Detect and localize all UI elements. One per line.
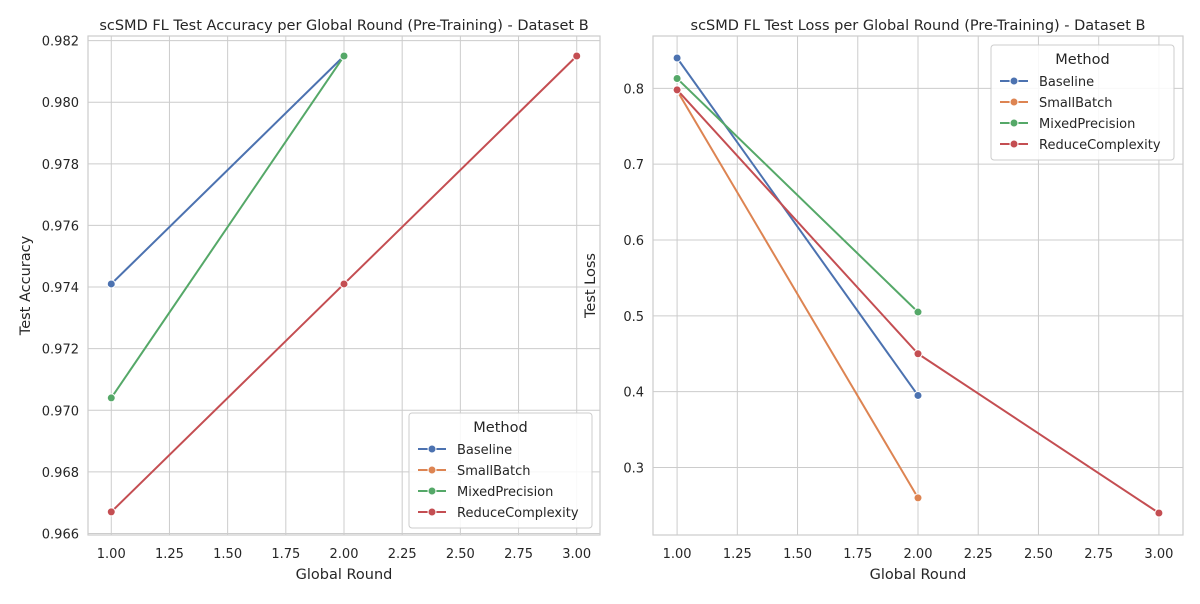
x-tick-label: 2.00 — [904, 547, 933, 562]
x-axis-label: Global Round — [296, 567, 393, 583]
data-point — [106, 393, 116, 403]
y-tick-label: 0.966 — [42, 527, 79, 542]
legend-label: Baseline — [1039, 75, 1094, 90]
x-tick-label: 1.25 — [723, 547, 752, 562]
y-tick-label: 0.976 — [42, 219, 79, 234]
x-tick-label: 2.25 — [964, 547, 993, 562]
legend-swatch-marker — [427, 507, 437, 517]
legend-label: MixedPrecision — [1039, 117, 1135, 132]
x-tick-label: 2.00 — [330, 547, 359, 562]
y-tick-label: 0.8 — [623, 82, 644, 97]
series-reducecomplexity — [106, 51, 582, 517]
chart-title: scSMD FL Test Accuracy per Global Round … — [99, 18, 588, 34]
legend-label: ReduceComplexity — [1039, 138, 1161, 153]
legend-label: ReduceComplexity — [457, 506, 579, 521]
legend-swatch-marker — [427, 486, 437, 496]
x-tick-label: 3.00 — [562, 547, 591, 562]
data-point — [913, 307, 923, 317]
legend-label: SmallBatch — [457, 464, 530, 479]
plot-frame — [87, 35, 601, 536]
accuracy-chart: 1.00 1.25 1.50 1.75 2.00 2.25 2.50 2.75 3.00 0.96… — [18, 18, 601, 583]
legend-title: Method — [1055, 52, 1109, 68]
y-tick-label: 0.972 — [42, 343, 79, 358]
y-tick-label: 0.6 — [623, 234, 644, 249]
data-point — [913, 493, 923, 503]
x-tick-label: 1.50 — [783, 547, 812, 562]
series-line — [676, 77, 919, 313]
legend-swatch-marker — [1009, 118, 1019, 128]
x-tick-label: 1.50 — [213, 547, 242, 562]
x-tick-label: 1.00 — [97, 547, 126, 562]
data-point — [339, 51, 349, 61]
data-point — [672, 73, 682, 83]
series-line — [110, 55, 345, 399]
legend-title: Method — [473, 420, 527, 436]
loss-chart: 1.00 1.25 1.50 1.75 2.00 2.25 2.50 2.75 3.00 0.3 0… — [583, 18, 1184, 583]
data-point — [106, 507, 116, 517]
y-tick-label: 0.982 — [42, 35, 79, 50]
data-point — [913, 390, 923, 400]
y-tick-label: 0.968 — [42, 466, 79, 481]
x-tick-label: 1.25 — [155, 547, 184, 562]
y-tick-label: 0.970 — [42, 404, 79, 419]
legend: Method Baseline SmallBatch MixedPrecision Re… — [408, 412, 593, 529]
data-point — [672, 53, 682, 63]
data-point — [672, 85, 682, 95]
data-point — [106, 279, 116, 289]
legend-swatch-marker — [427, 465, 437, 475]
legend-box — [990, 44, 1175, 161]
data-point — [572, 51, 582, 61]
y-tick-label: 0.4 — [623, 386, 644, 401]
legend-swatch-marker — [1009, 139, 1019, 149]
legend-swatch-marker — [1009, 97, 1019, 107]
x-tick-label: 2.75 — [1084, 547, 1113, 562]
series-mixedprecision — [106, 51, 349, 403]
x-tick-label: 1.00 — [663, 547, 692, 562]
legend-box — [408, 412, 593, 529]
series-reducecomplexity — [672, 85, 1164, 518]
x-tick-label: 2.75 — [504, 547, 533, 562]
legend-label: Baseline — [457, 443, 512, 458]
x-tick-label: 3.00 — [1144, 547, 1173, 562]
x-tick-label: 1.75 — [271, 547, 300, 562]
series-mixedprecision — [672, 73, 923, 317]
x-tick-label: 2.50 — [1024, 547, 1053, 562]
x-tick-label: 2.25 — [388, 547, 417, 562]
legend-label: MixedPrecision — [457, 485, 553, 500]
y-tick-label: 0.5 — [623, 310, 644, 325]
series-line — [676, 57, 919, 397]
series-line — [676, 90, 919, 499]
data-point — [913, 349, 923, 359]
data-point — [339, 279, 349, 289]
y-tick-label: 0.980 — [42, 96, 79, 111]
data-point — [1154, 508, 1164, 518]
legend: Method Baseline SmallBatch MixedPrecision Re… — [990, 44, 1175, 161]
legend-label: SmallBatch — [1039, 96, 1112, 111]
chart-title: scSMD FL Test Loss per Global Round (Pre… — [691, 18, 1146, 34]
y-tick-label: 0.978 — [42, 158, 79, 173]
x-axis-label: Global Round — [870, 567, 967, 583]
y-axis-label: Test Loss — [583, 253, 599, 319]
series-baseline — [672, 53, 923, 400]
legend-swatch-marker — [1009, 76, 1019, 86]
legend-swatch-marker — [427, 444, 437, 454]
y-tick-label: 0.3 — [623, 462, 644, 477]
x-tick-label: 1.75 — [843, 547, 872, 562]
x-tick-label: 2.50 — [446, 547, 475, 562]
plot-frame — [652, 35, 1184, 536]
y-axis-label: Test Accuracy — [18, 235, 34, 336]
y-tick-label: 0.7 — [623, 158, 644, 173]
series-line — [110, 55, 345, 285]
y-tick-label: 0.974 — [42, 281, 79, 296]
